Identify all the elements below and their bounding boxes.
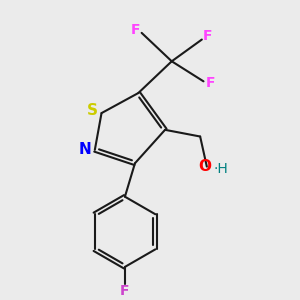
Text: F: F xyxy=(120,284,130,298)
Text: S: S xyxy=(87,103,98,118)
Text: O: O xyxy=(199,159,212,174)
Text: N: N xyxy=(79,142,92,158)
Text: F: F xyxy=(203,29,213,43)
Text: ·H: ·H xyxy=(214,162,228,176)
Text: F: F xyxy=(131,22,140,37)
Text: F: F xyxy=(206,76,215,90)
